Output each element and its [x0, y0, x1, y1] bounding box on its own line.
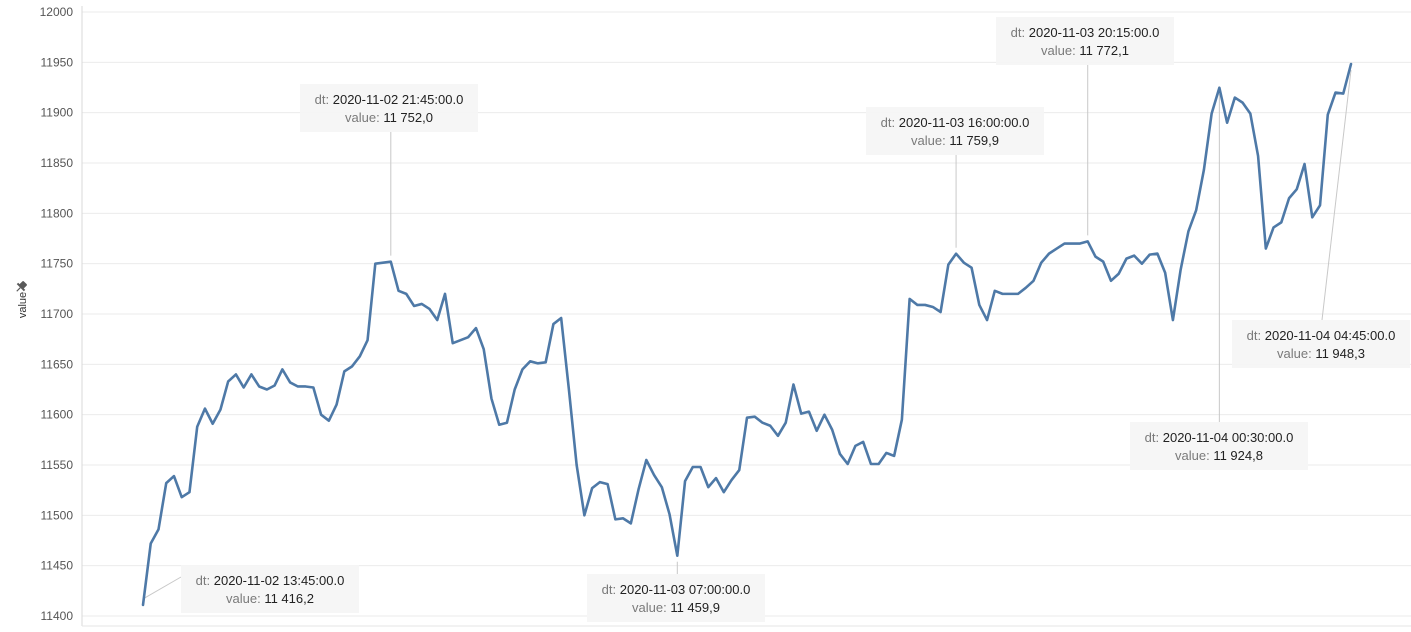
y-axis-title-group: value: [13, 279, 29, 318]
annotation: dt: 2020-11-02 13:45:00.0 value: 11 416,2: [181, 565, 359, 613]
y-tick-label: 11500: [41, 508, 74, 522]
annotation-value-value: 11 759,9: [949, 133, 999, 148]
annotation-dt-line: dt: 2020-11-03 07:00:00.0: [602, 582, 751, 597]
y-tick-label: 11650: [41, 357, 74, 371]
annotation-value-line: value: 11 924,8: [1175, 448, 1263, 463]
annotation-value-key: value:: [1175, 448, 1213, 463]
y-tick-label: 11700: [41, 307, 74, 321]
annotation-value-key: value:: [1041, 43, 1079, 58]
annotation-leader: [142, 576, 182, 600]
annotation-box: [1232, 320, 1410, 368]
y-tick-label: 11400: [41, 609, 74, 623]
annotation-dt-key: dt:: [1145, 430, 1163, 445]
annotation-dt-line: dt: 2020-11-02 13:45:00.0: [196, 573, 345, 588]
annotation-value-value: 11 772,1: [1079, 43, 1129, 58]
annotation-leader: [1321, 69, 1352, 321]
annotation-value-value: 11 459,9: [670, 600, 720, 615]
annotation-value-line: value: 11 416,2: [226, 591, 314, 606]
annotation-dt-line: dt: 2020-11-04 04:45:00.0: [1247, 328, 1396, 343]
annotation-dt-value: 2020-11-04 04:45:00.0: [1265, 328, 1396, 343]
annotation: dt: 2020-11-04 00:30:00.0 value: 11 924,8: [1130, 422, 1308, 470]
y-tick-label: 11950: [41, 55, 74, 69]
annotation: dt: 2020-11-03 20:15:00.0 value: 11 772,1: [996, 17, 1174, 65]
annotation-value-key: value:: [226, 591, 264, 606]
annotation-value-value: 11 948,3: [1315, 346, 1365, 361]
annotation-dt-key: dt:: [602, 582, 620, 597]
gridlines: [82, 11, 1411, 617]
y-tick-label: 11550: [41, 458, 74, 472]
annotation-value-line: value: 11 752,0: [345, 110, 433, 125]
series-layer: [141, 62, 1353, 607]
annotation-dt-key: dt:: [196, 573, 214, 588]
annotation-dt-key: dt:: [1247, 328, 1265, 343]
annotation-dt-key: dt:: [881, 115, 899, 130]
annotation-value-key: value:: [911, 133, 949, 148]
annotation-leaders: [142, 65, 1352, 600]
y-tick-label: 11600: [41, 408, 74, 422]
annotation-box: [181, 565, 359, 613]
annotation-value-value: 11 924,8: [1213, 448, 1263, 463]
annotation-value-key: value:: [345, 110, 383, 125]
annotation-box: [866, 107, 1044, 155]
annotation-box: [300, 84, 478, 132]
y-tick-label: 11800: [41, 206, 74, 220]
annotation-dt-value: 2020-11-03 07:00:00.0: [620, 582, 751, 597]
y-tick-label: 11900: [41, 106, 74, 120]
annotation: dt: 2020-11-04 04:45:00.0 value: 11 948,3: [1232, 320, 1410, 368]
annotation-dt-line: dt: 2020-11-02 21:45:00.0: [315, 92, 464, 107]
annotations: dt: 2020-11-02 13:45:00.0 value: 11 416,2…: [181, 17, 1410, 622]
annotation-dt-key: dt:: [1011, 25, 1029, 40]
annotation-dt-value: 2020-11-04 00:30:00.0: [1163, 430, 1294, 445]
annotation-box: [996, 17, 1174, 65]
annotation-value-line: value: 11 948,3: [1277, 346, 1365, 361]
annotation-value-line: value: 11 759,9: [911, 133, 999, 148]
annotation-value-line: value: 11 772,1: [1041, 43, 1129, 58]
annotation-dt-value: 2020-11-03 16:00:00.0: [899, 115, 1030, 130]
annotation-dt-key: dt:: [315, 92, 333, 107]
annotation-dt-value: 2020-11-03 20:15:00.0: [1029, 25, 1160, 40]
annotation-dt-line: dt: 2020-11-04 00:30:00.0: [1145, 430, 1294, 445]
annotation-box: [1130, 422, 1308, 470]
annotation: dt: 2020-11-03 16:00:00.0 value: 11 759,9: [866, 107, 1044, 155]
annotation-value-value: 11 416,2: [264, 591, 314, 606]
annotation-box: [587, 574, 765, 622]
annotation-dt-value: 2020-11-02 21:45:00.0: [333, 92, 464, 107]
y-tick-label: 12000: [40, 5, 74, 19]
y-axis: 11400 11450 11500 11550 11600 11650 11700 11750…: [40, 5, 1411, 627]
y-tick-label: 11750: [41, 257, 74, 271]
y-tick-label: 11450: [41, 559, 74, 573]
series-line: [141, 62, 1353, 607]
annotation-value-key: value:: [632, 600, 670, 615]
annotation-dt-line: dt: 2020-11-03 20:15:00.0: [1011, 25, 1160, 40]
y-tick-label: 11850: [41, 156, 74, 170]
annotation-value-key: value:: [1277, 346, 1315, 361]
annotation: dt: 2020-11-03 07:00:00.0 value: 11 459,9: [587, 574, 765, 622]
y-axis-title: value: [17, 292, 29, 318]
annotation-dt-line: dt: 2020-11-03 16:00:00.0: [881, 115, 1030, 130]
annotation: dt: 2020-11-02 21:45:00.0 value: 11 752,0: [300, 84, 478, 132]
pin-icon[interactable]: [13, 279, 29, 295]
annotation-value-line: value: 11 459,9: [632, 600, 720, 615]
annotation-value-value: 11 752,0: [383, 110, 433, 125]
annotation-dt-value: 2020-11-02 13:45:00.0: [214, 573, 345, 588]
